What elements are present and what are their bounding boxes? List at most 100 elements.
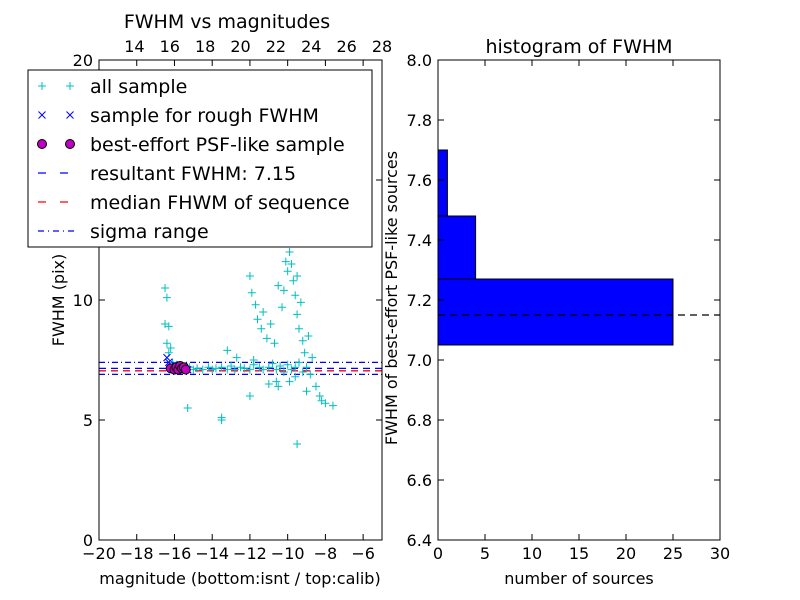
legend-label-resultant-fwhm: resultant FWHM: 7.15 bbox=[90, 163, 296, 185]
all-sample-point bbox=[253, 315, 262, 324]
scatter-y-axis-title: FWHM (pix) bbox=[49, 254, 68, 347]
all-sample-point bbox=[245, 365, 254, 374]
scatter-top-x-tick-label: 26 bbox=[336, 37, 356, 56]
all-sample-point bbox=[161, 284, 170, 292]
all-sample-point bbox=[193, 364, 202, 373]
histogram-x-tick-label: 25 bbox=[663, 544, 683, 563]
all-sample-point bbox=[264, 380, 273, 388]
legend-label-sigma-range: sigma range bbox=[90, 221, 209, 243]
all-sample-point bbox=[266, 320, 275, 328]
all-sample-point bbox=[272, 377, 281, 386]
scatter-y-tick-label: 10 bbox=[73, 291, 93, 310]
all-sample-point bbox=[298, 336, 307, 345]
all-sample-point bbox=[240, 364, 249, 373]
all-sample-point bbox=[183, 404, 192, 412]
all-sample-point bbox=[293, 440, 302, 448]
all-sample-point bbox=[308, 353, 317, 362]
histogram-y-tick-label: 8.0 bbox=[407, 51, 432, 70]
all-sample-point bbox=[249, 356, 258, 364]
scatter-top-x-ticks: 14 16 18 20 22 24 26 28 bbox=[124, 37, 392, 56]
all-sample-point bbox=[298, 368, 307, 376]
scatter-top-x-tick-label: 28 bbox=[372, 37, 392, 56]
all-sample-point bbox=[291, 291, 300, 300]
histogram-y-axis-title: FWHM of best-effort PSF-like sources bbox=[382, 151, 401, 445]
all-sample-point bbox=[245, 272, 254, 280]
legend-markers bbox=[37, 82, 76, 232]
all-sample-point bbox=[287, 260, 296, 268]
histogram-bar bbox=[437, 215, 477, 280]
scatter-y-tick-label: 0 bbox=[83, 531, 93, 550]
histogram-x-tick-label: 10 bbox=[522, 544, 542, 563]
legend-label-median-fwhm: median FHWM of sequence bbox=[90, 192, 350, 214]
all-sample-point bbox=[259, 365, 268, 374]
all-sample-point bbox=[217, 363, 226, 372]
all-sample-point bbox=[247, 288, 256, 297]
histogram-title: histogram of FWHM bbox=[485, 36, 672, 58]
scatter-top-x-tick-label: 18 bbox=[195, 37, 215, 56]
all-sample-point bbox=[211, 364, 220, 373]
all-sample-point bbox=[306, 370, 315, 379]
all-sample-point bbox=[230, 365, 239, 374]
scatter-x-tick-label: −20 bbox=[82, 544, 116, 563]
histogram-panel: histogram of FWHM 0 5 10 15 20 25 30 6.4 6.6 6.8… bbox=[382, 36, 730, 588]
scatter-panel: FWHM vs magnitudes −20 −18 −16 −14 −12 −10 −8−… bbox=[27, 11, 392, 588]
histogram-y-tick-label: 7.8 bbox=[407, 111, 432, 130]
all-sample-point bbox=[268, 359, 277, 368]
histogram-x-tick-label: 20 bbox=[616, 544, 636, 563]
all-sample-point bbox=[259, 308, 268, 316]
scatter-title: FWHM vs magnitudes bbox=[124, 11, 330, 33]
all-sample-point bbox=[328, 401, 337, 410]
all-sample-point bbox=[232, 353, 241, 362]
scatter-y-tick-label: 5 bbox=[83, 411, 93, 430]
scatter-x-ticks: −20 −18 −16 −14 −12 −10 −8 −6 bbox=[82, 60, 375, 563]
all-sample-point bbox=[223, 346, 232, 355]
histogram-x-tick-label: 0 bbox=[433, 544, 443, 563]
scatter-top-x-tick-label: 24 bbox=[301, 37, 321, 56]
all-sample-point bbox=[166, 344, 175, 352]
all-sample-point bbox=[223, 365, 232, 374]
all-sample-point bbox=[315, 392, 324, 400]
legend-marker-circle bbox=[65, 139, 75, 149]
all-sample-point bbox=[279, 368, 288, 376]
all-sample-point bbox=[281, 257, 290, 266]
all-sample-point bbox=[283, 267, 292, 276]
scatter-x-tick-label: −18 bbox=[120, 544, 154, 563]
histogram-y-tick-label: 6.8 bbox=[407, 411, 432, 430]
all-sample-point bbox=[311, 382, 320, 391]
all-sample-point bbox=[251, 300, 260, 309]
scatter-y-tick-label: 20 bbox=[73, 51, 93, 70]
all-sample-point bbox=[270, 339, 279, 348]
legend-marker-circle bbox=[37, 139, 47, 149]
all-sample-point bbox=[272, 365, 281, 374]
histogram-x-axis-title: number of sources bbox=[504, 569, 654, 588]
scatter-legend: all sample sample for rough FWHM best-ef… bbox=[27, 69, 373, 248]
all-sample-point bbox=[264, 363, 273, 372]
all-sample-point bbox=[262, 334, 271, 343]
all-sample-point bbox=[245, 392, 254, 400]
legend-label-rough-sample: sample for rough FWHM bbox=[90, 105, 319, 127]
all-sample-point bbox=[294, 324, 303, 333]
all-sample-point bbox=[296, 298, 305, 307]
all-sample-point bbox=[317, 396, 326, 405]
legend-box bbox=[27, 69, 373, 248]
all-sample-point bbox=[291, 372, 300, 381]
scatter-x-tick-label: −16 bbox=[158, 544, 192, 563]
rough-sample-point bbox=[163, 353, 171, 362]
legend-label-psf-sample: best-effort PSF-like sample bbox=[90, 134, 345, 156]
histogram-y-tick-label: 7.6 bbox=[407, 171, 432, 190]
psf-sample-point bbox=[180, 364, 191, 375]
histogram-plot-area bbox=[437, 149, 720, 346]
all-sample-point bbox=[257, 324, 266, 333]
histogram-x-ticks: 0 5 10 15 20 25 30 bbox=[433, 60, 730, 563]
all-sample-point bbox=[291, 363, 300, 372]
all-sample-point bbox=[285, 377, 294, 386]
scatter-top-x-tick-label: 22 bbox=[266, 37, 286, 56]
histogram-y-ticks: 6.4 6.6 6.8 7.0 7.2 7.4 7.6 7.8 8.0 bbox=[407, 51, 720, 550]
all-sample-point bbox=[302, 387, 311, 396]
all-sample-point bbox=[208, 365, 217, 374]
all-sample-point bbox=[227, 362, 236, 370]
scatter-x-tick-label: −14 bbox=[195, 544, 229, 563]
all-sample-point bbox=[300, 348, 309, 357]
all-sample-point bbox=[293, 310, 302, 319]
